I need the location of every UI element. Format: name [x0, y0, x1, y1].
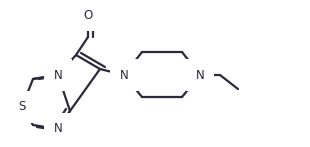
Text: N: N	[196, 69, 204, 81]
Text: O: O	[83, 9, 93, 21]
Text: N: N	[54, 122, 62, 136]
Text: N: N	[54, 69, 62, 81]
Text: S: S	[18, 101, 26, 113]
Text: N: N	[120, 69, 128, 81]
